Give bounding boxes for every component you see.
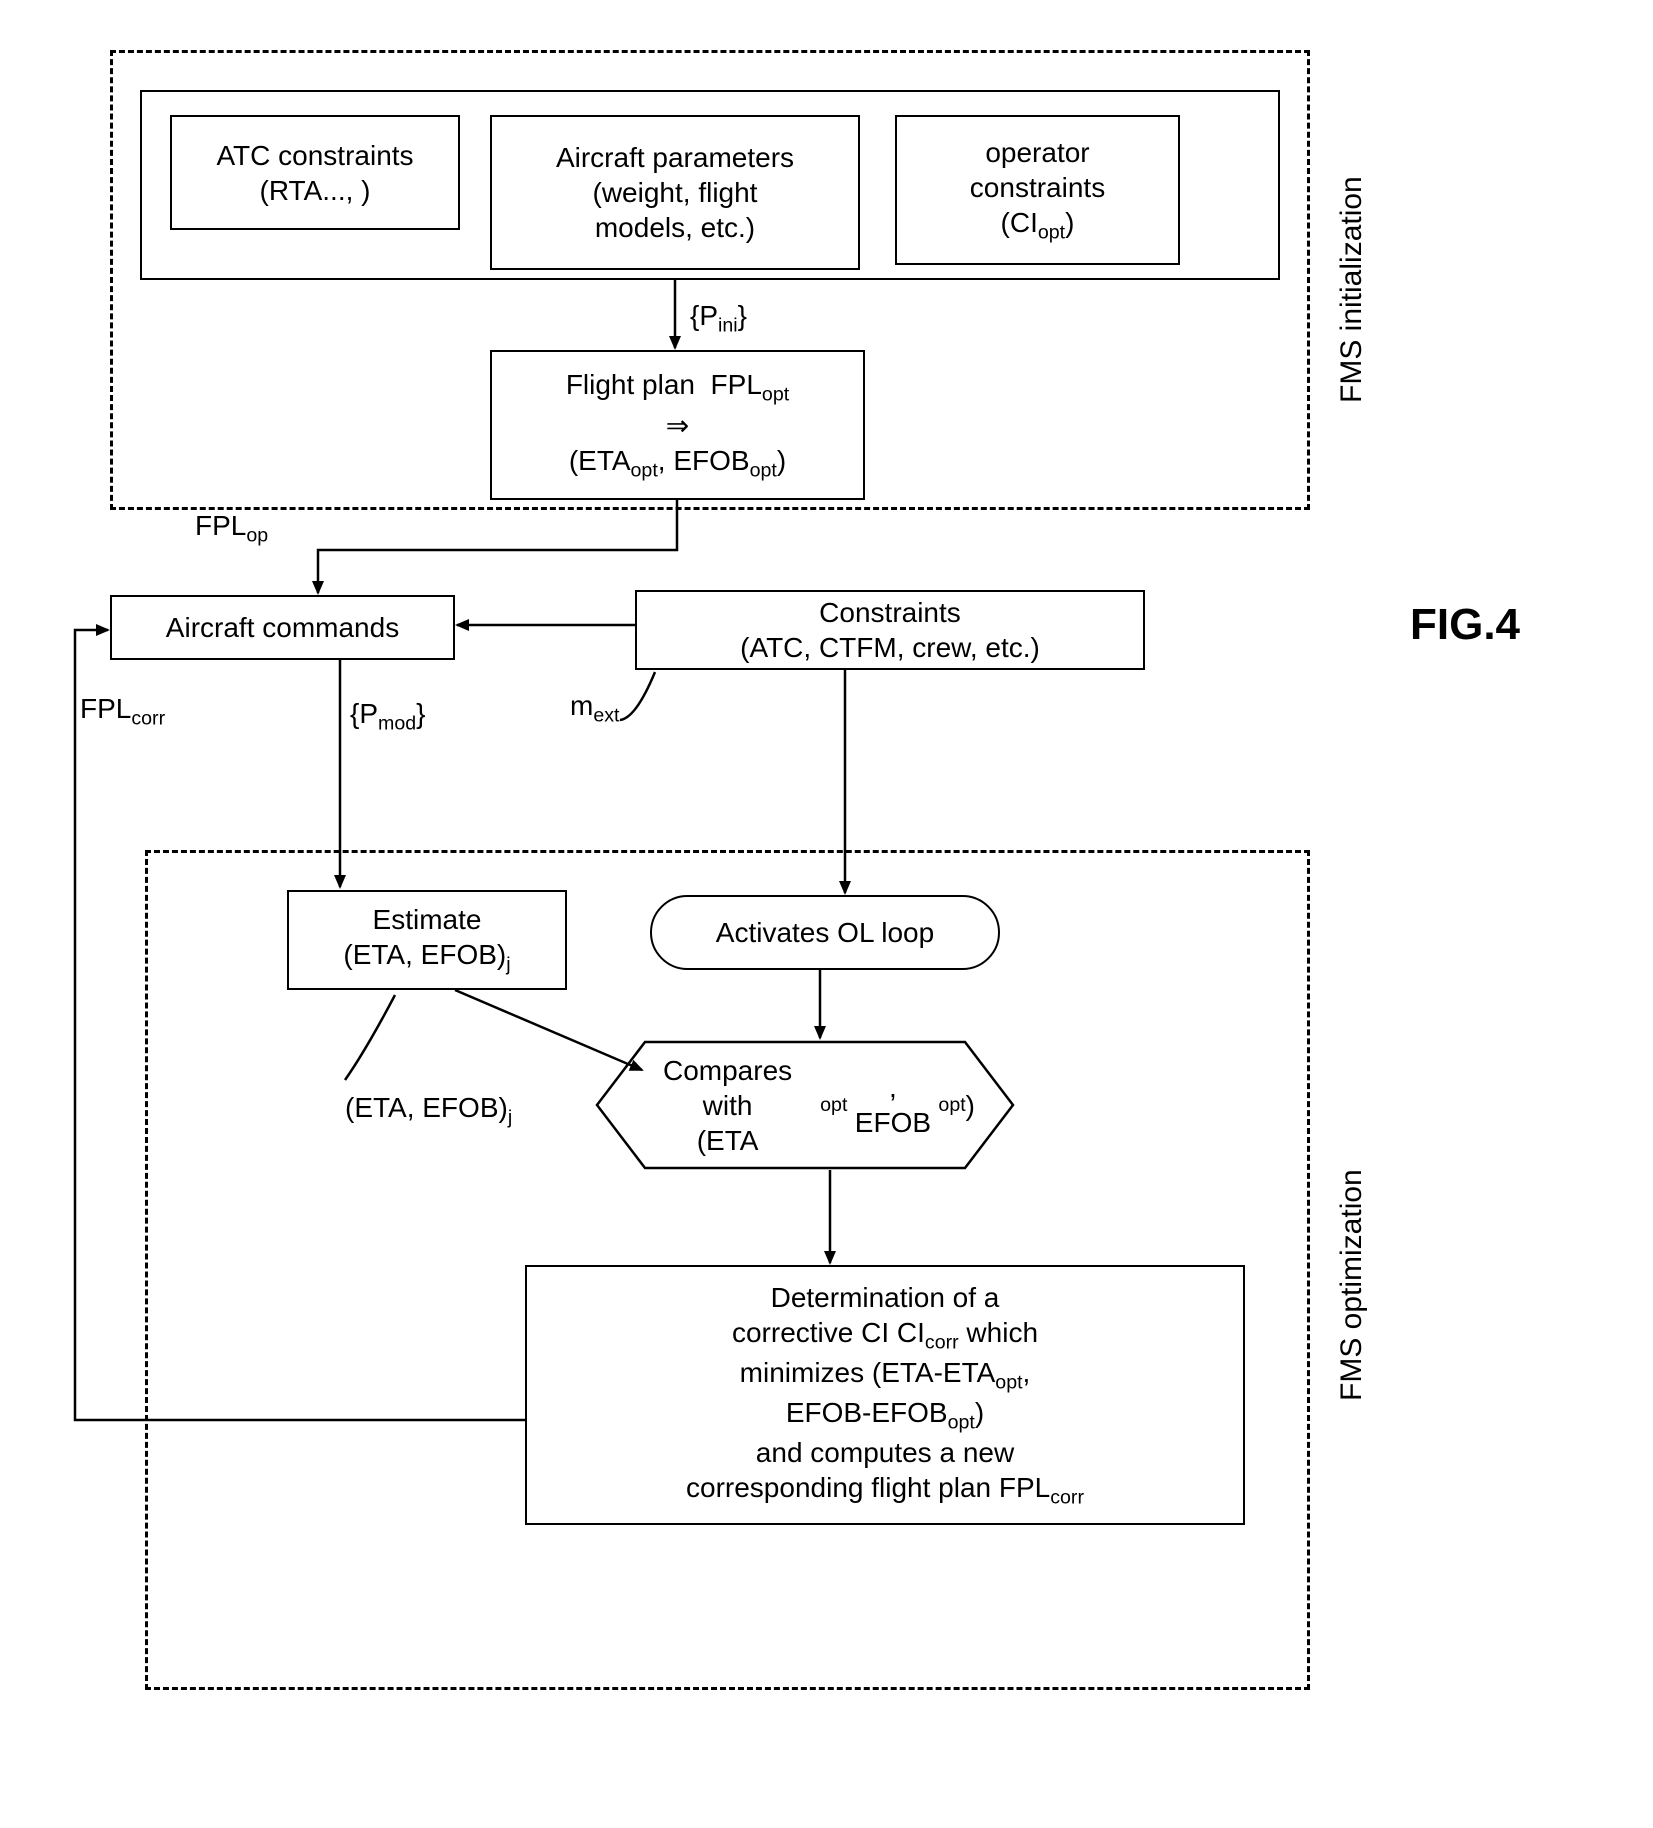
constraints-box: Constraints (ATC, CTFM, crew, etc.) bbox=[635, 590, 1145, 670]
side-label-init: FMS initialization bbox=[1335, 160, 1369, 420]
flight-plan-box: Flight plan FPLopt⇒(ETAopt, EFOBopt) bbox=[490, 350, 865, 500]
determination-box: Determination of acorrective CI CIcorr w… bbox=[525, 1265, 1245, 1525]
operator-text: operatorconstraints(CIopt) bbox=[970, 135, 1105, 245]
activates-text: Activates OL loop bbox=[716, 917, 934, 949]
label-eta-efob-j: (ETA, EFOB)j bbox=[345, 1092, 512, 1130]
flight-plan-text: Flight plan FPLopt⇒(ETAopt, EFOBopt) bbox=[566, 367, 789, 482]
compares-hex: Compares with(ETAopt, EFOBopt) bbox=[595, 1040, 1015, 1170]
label-m-ext: mext bbox=[570, 690, 619, 728]
aircraft-commands-box: Aircraft commands bbox=[110, 595, 455, 660]
operator-constraints-box: operatorconstraints(CIopt) bbox=[895, 115, 1180, 265]
aircraft-params-box: Aircraft parameters (weight, flight mode… bbox=[490, 115, 860, 270]
constraints-text: Constraints (ATC, CTFM, crew, etc.) bbox=[740, 595, 1040, 665]
estimate-box: Estimate(ETA, EFOB)j bbox=[287, 890, 567, 990]
side-label-opt: FMS optimization bbox=[1335, 1145, 1369, 1425]
atc-constraints-box: ATC constraints (RTA..., ) bbox=[170, 115, 460, 230]
label-fpl-corr: FPLcorr bbox=[80, 693, 165, 731]
figure-label: FIG.4 bbox=[1410, 600, 1520, 650]
atc-text: ATC constraints (RTA..., ) bbox=[216, 138, 413, 208]
commands-text: Aircraft commands bbox=[166, 610, 399, 645]
activates-pill: Activates OL loop bbox=[650, 895, 1000, 970]
compares-text: Compares with(ETAopt, EFOBopt) bbox=[595, 1040, 1015, 1170]
estimate-text: Estimate(ETA, EFOB)j bbox=[343, 902, 510, 977]
determination-text: Determination of acorrective CI CIcorr w… bbox=[686, 1280, 1084, 1510]
label-p-mod: {Pmod} bbox=[350, 698, 426, 736]
label-fpl-op: FPLop bbox=[195, 510, 268, 548]
aircraft-text: Aircraft parameters (weight, flight mode… bbox=[556, 140, 794, 245]
label-p-ini: {Pini} bbox=[690, 300, 747, 338]
